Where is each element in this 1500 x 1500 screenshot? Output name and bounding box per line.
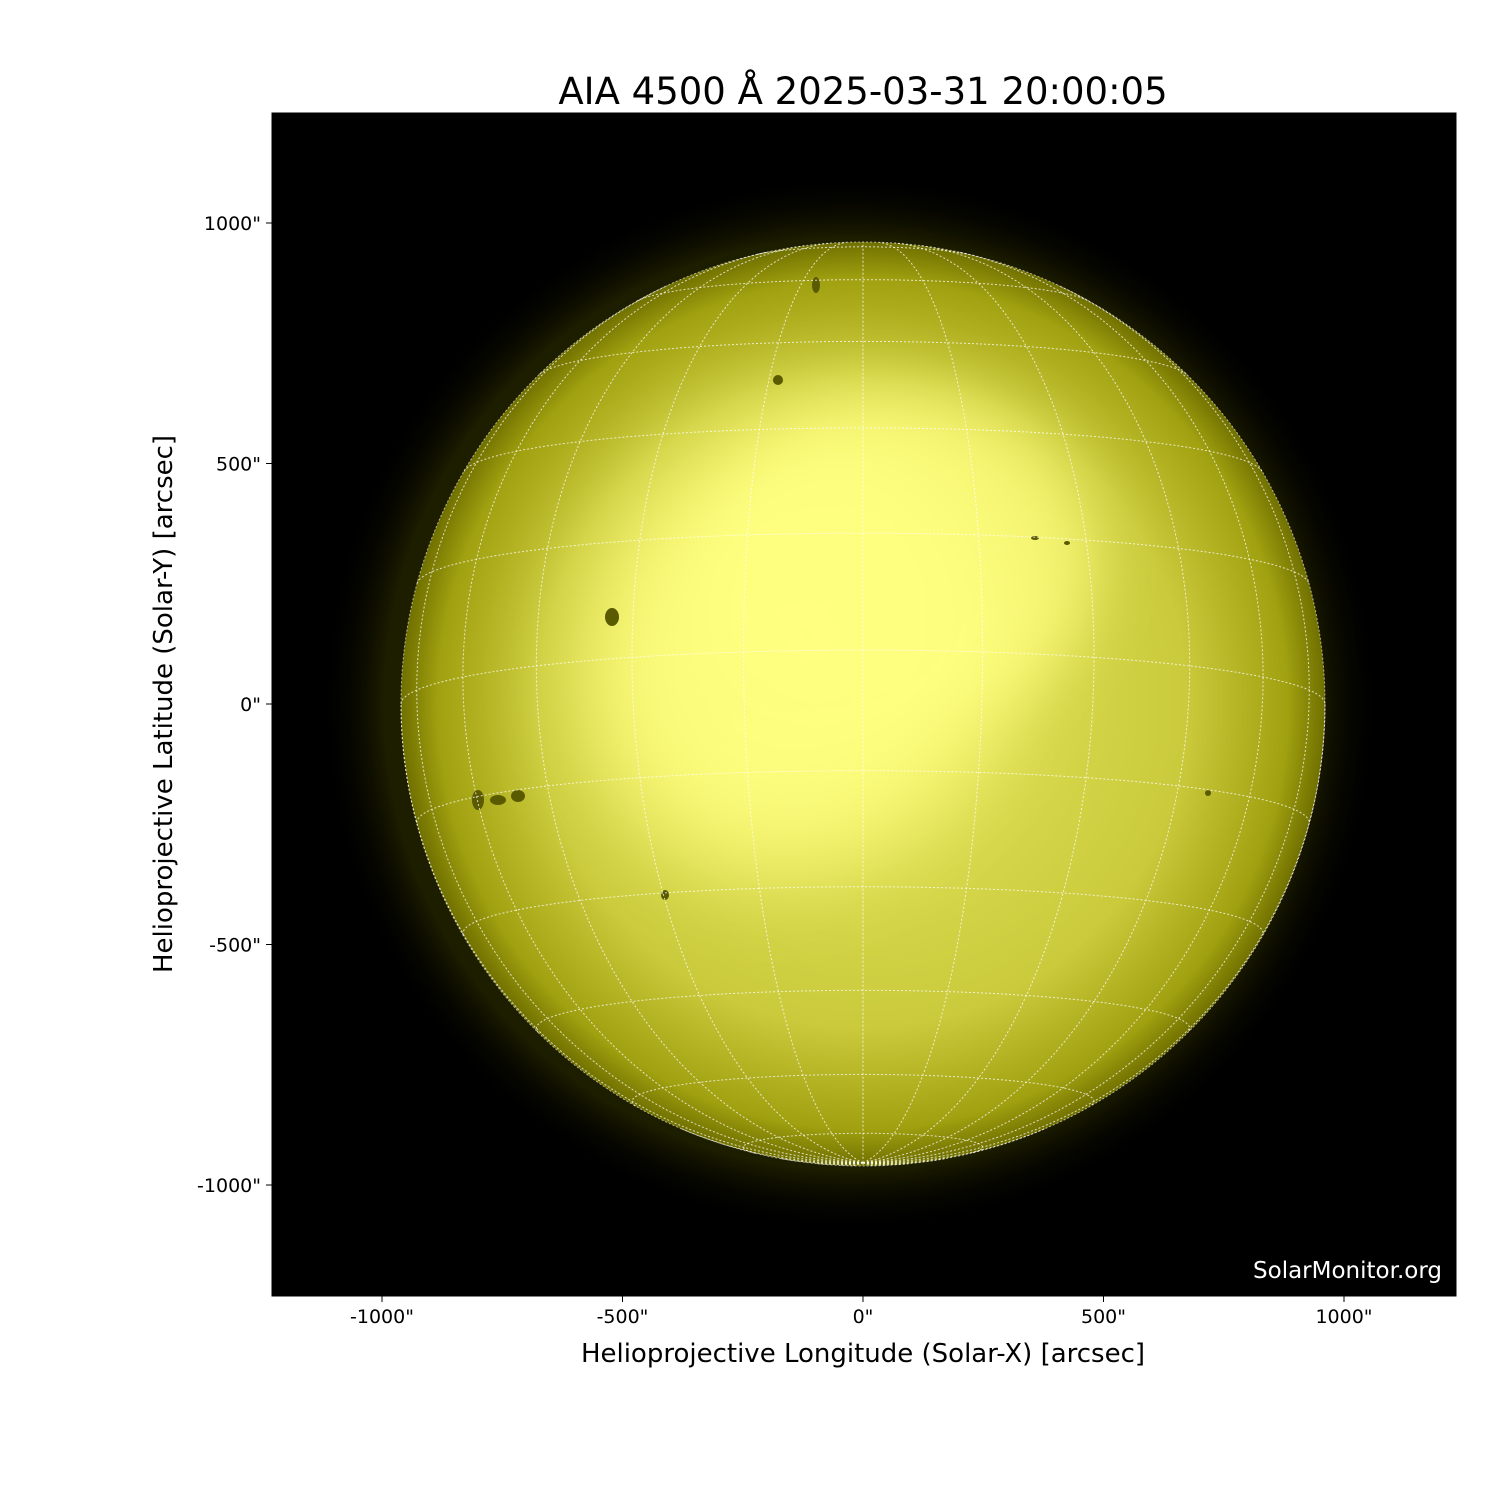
sunspot: [1205, 790, 1211, 796]
sunspot: [1031, 536, 1039, 540]
sunspot: [472, 790, 484, 810]
x-tick-label: -500": [597, 1306, 649, 1328]
grid-line: [631, 1073, 1095, 1107]
y-tick-label: -500": [209, 935, 261, 957]
grid-line: [462, 886, 1264, 936]
x-axis-label: Helioprojective Longitude (Solar-X) [arc…: [581, 1339, 1145, 1369]
y-axis-label: Helioprojective Latitude (Solar-Y) [arcs…: [149, 435, 179, 973]
grid-line: [779, 1157, 864, 1165]
y-tick-label: 0": [240, 694, 261, 716]
grid-line: [416, 532, 1310, 584]
sunspot: [812, 277, 820, 293]
y-tick-label: -1000": [197, 1175, 261, 1197]
grid-line: [631, 242, 864, 1164]
grid-line: [636, 279, 1090, 302]
grid-line: [681, 1128, 864, 1164]
sunspot: [490, 795, 506, 805]
chart-title: AIA 4500 Å 2025-03-31 20:00:05: [558, 69, 1167, 113]
grid-line: [862, 1162, 909, 1165]
grid-line: [535, 989, 1191, 1033]
x-tick-label: 0": [853, 1306, 874, 1328]
grid-line: [862, 242, 1095, 1164]
grid-line: [742, 241, 864, 1164]
heliographic-grid: [400, 241, 1326, 1167]
grid-line: [862, 1157, 947, 1165]
grid-line: [862, 1128, 1045, 1164]
y-tick-label: 500": [216, 454, 261, 476]
sunspot: [1064, 541, 1070, 545]
sunspot: [773, 375, 783, 385]
x-tick-label: -1000": [350, 1306, 414, 1328]
grid-line: [862, 251, 1264, 1164]
grid-line: [400, 703, 864, 1164]
sunspot: [511, 790, 525, 802]
bright-region: [700, 390, 1100, 730]
sunspot: [605, 608, 619, 626]
limb-line: [400, 241, 1326, 1167]
grid-line: [862, 703, 1326, 1164]
axis-ticks: -1000" -500" 0" 500" 1000" 1000" 500" 0" -500" -1…: [197, 213, 1373, 1328]
grid-line: [742, 1132, 984, 1154]
x-tick-label: 1000": [1315, 1306, 1372, 1328]
y-tick-label: 1000": [204, 213, 261, 235]
grid-line: [817, 1162, 864, 1165]
x-tick-label: 500": [1081, 1306, 1126, 1328]
grid-line: [416, 285, 864, 1164]
grid-line: [862, 241, 984, 1164]
watermark: SolarMonitor.org: [1253, 1258, 1442, 1284]
grid-line: [463, 427, 1263, 472]
grid-line: [400, 649, 1326, 705]
grid-line: [862, 245, 1191, 1164]
grid-line: [462, 251, 864, 1164]
grid-line: [535, 245, 864, 1164]
grid-line: [757, 246, 969, 255]
grid-line: [862, 285, 1310, 1164]
